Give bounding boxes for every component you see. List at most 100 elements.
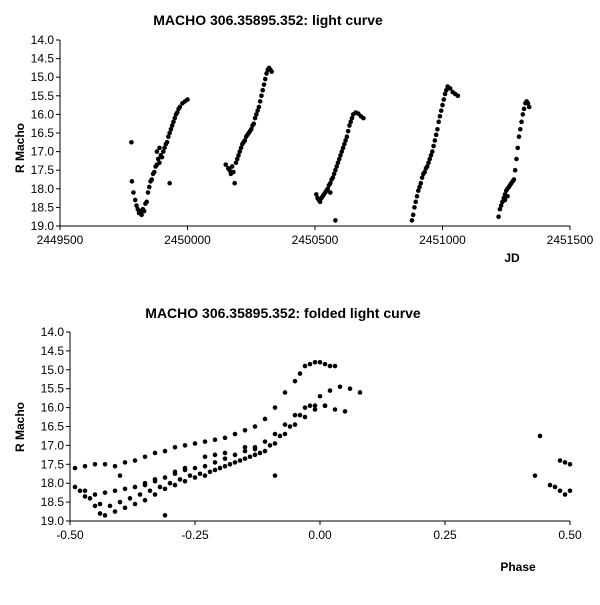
data-point bbox=[428, 153, 434, 158]
y-tick-label: 17.0 bbox=[41, 438, 65, 452]
data-point bbox=[317, 393, 323, 399]
data-point bbox=[562, 492, 568, 497]
data-point bbox=[413, 199, 419, 205]
data-point bbox=[242, 138, 248, 143]
data-point bbox=[287, 424, 293, 429]
data-point bbox=[511, 177, 517, 182]
y-tick-label: 14.5 bbox=[31, 52, 55, 66]
data-point bbox=[232, 180, 237, 186]
data-point bbox=[262, 76, 268, 82]
data-point bbox=[172, 469, 178, 475]
data-point bbox=[242, 444, 248, 450]
data-point bbox=[297, 412, 303, 418]
x-tick-label: 2451000 bbox=[419, 233, 466, 247]
y-tick-label: 14.5 bbox=[41, 344, 65, 358]
x-tick-label: 0.00 bbox=[308, 528, 332, 542]
data-point bbox=[102, 513, 108, 518]
data-point bbox=[222, 456, 228, 461]
y-tick-label: 15.0 bbox=[41, 363, 65, 377]
data-point bbox=[237, 149, 243, 154]
data-point bbox=[172, 444, 178, 450]
data-point bbox=[424, 164, 430, 169]
data-point bbox=[562, 460, 568, 465]
data-point bbox=[182, 443, 188, 448]
data-point bbox=[307, 361, 313, 367]
data-point bbox=[132, 197, 138, 203]
data-point bbox=[192, 465, 198, 471]
data-point bbox=[262, 416, 268, 422]
data-point bbox=[112, 488, 118, 494]
data-point bbox=[217, 465, 223, 471]
data-point bbox=[132, 458, 138, 463]
y-tick-label: 16.5 bbox=[31, 126, 55, 140]
y-tick-label: 16.5 bbox=[41, 420, 65, 434]
data-point bbox=[264, 71, 269, 76]
data-point bbox=[442, 91, 448, 97]
data-point bbox=[232, 431, 238, 437]
y-tick-label: 16.0 bbox=[31, 107, 55, 121]
data-point bbox=[146, 184, 152, 190]
data-point bbox=[262, 439, 268, 444]
data-point bbox=[525, 100, 531, 106]
data-point bbox=[172, 482, 178, 488]
data-point bbox=[87, 496, 93, 501]
data-point bbox=[515, 145, 521, 151]
data-point bbox=[357, 390, 363, 395]
data-point bbox=[122, 486, 128, 492]
data-point bbox=[512, 167, 518, 173]
data-point bbox=[142, 480, 148, 486]
data-point bbox=[552, 484, 558, 490]
data-point bbox=[267, 443, 273, 448]
x-tick-label: 0.50 bbox=[558, 528, 582, 542]
data-point bbox=[147, 488, 153, 494]
data-point bbox=[502, 197, 508, 203]
data-point bbox=[418, 180, 424, 186]
data-point bbox=[202, 439, 208, 444]
data-point bbox=[247, 454, 253, 460]
data-point bbox=[248, 126, 254, 132]
data-point bbox=[432, 138, 438, 143]
data-point bbox=[272, 441, 278, 446]
data-point bbox=[202, 473, 208, 478]
data-point bbox=[521, 106, 527, 112]
data-point bbox=[257, 99, 263, 104]
data-point bbox=[251, 121, 257, 126]
y-tick-label: 16.0 bbox=[41, 401, 65, 415]
data-point bbox=[312, 403, 318, 409]
data-point bbox=[438, 108, 444, 113]
data-point bbox=[415, 188, 421, 193]
data-point bbox=[519, 119, 524, 125]
data-point bbox=[155, 156, 161, 162]
data-point bbox=[302, 414, 308, 420]
data-point bbox=[440, 102, 445, 108]
x-axis-label: JD bbox=[504, 251, 520, 265]
data-point bbox=[330, 175, 336, 180]
data-point bbox=[160, 149, 166, 154]
data-point bbox=[532, 473, 538, 478]
data-point bbox=[252, 446, 258, 452]
data-point bbox=[282, 390, 288, 395]
x-tick-label: -0.50 bbox=[56, 528, 84, 542]
data-point bbox=[231, 169, 236, 175]
data-point bbox=[169, 123, 175, 128]
data-point bbox=[312, 359, 318, 365]
data-point bbox=[162, 486, 168, 492]
data-point bbox=[164, 140, 170, 145]
data-point bbox=[332, 363, 338, 369]
data-point bbox=[297, 371, 303, 376]
y-tick-label: 18.0 bbox=[31, 182, 55, 196]
x-tick-label: 0.25 bbox=[433, 528, 457, 542]
data-point bbox=[322, 403, 328, 409]
data-point bbox=[336, 156, 342, 162]
data-point bbox=[254, 112, 259, 117]
data-point bbox=[232, 460, 238, 465]
data-point bbox=[497, 206, 503, 212]
data-point bbox=[433, 132, 439, 138]
data-point bbox=[162, 513, 168, 518]
data-point bbox=[212, 460, 218, 465]
data-point bbox=[437, 113, 443, 119]
y-tick-label: 19.0 bbox=[41, 514, 65, 528]
data-point bbox=[269, 69, 274, 74]
data-point bbox=[236, 153, 241, 158]
data-point bbox=[82, 488, 88, 494]
